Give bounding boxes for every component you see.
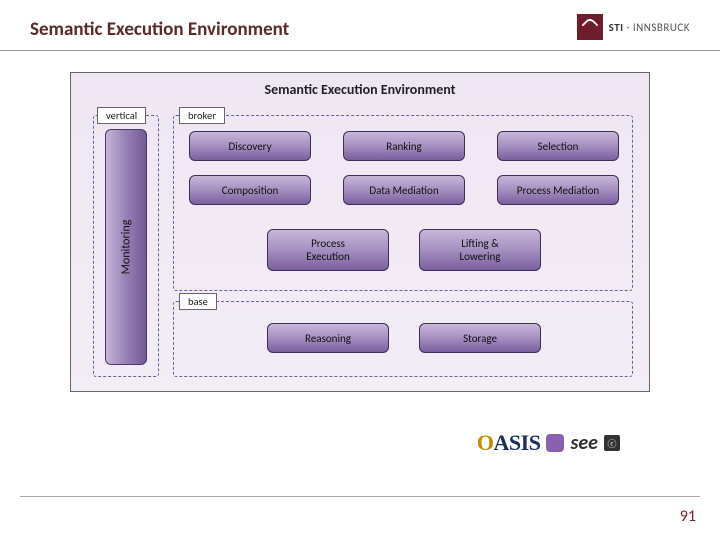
slide-title: Semantic Execution Environment bbox=[30, 18, 289, 41]
see-logo-text: see bbox=[570, 431, 598, 455]
divider-bottom bbox=[20, 496, 700, 497]
node-selection: Selection bbox=[497, 131, 619, 161]
node-reasoning: Reasoning bbox=[267, 323, 389, 353]
group-base-label: base bbox=[179, 293, 217, 310]
group-broker-label: broker bbox=[179, 107, 225, 124]
page-number: 91 bbox=[680, 507, 696, 526]
brand-logo-icon bbox=[577, 14, 603, 40]
node-ranking: Ranking bbox=[343, 131, 465, 161]
oasis-logo: OASIS bbox=[477, 430, 541, 456]
node-discovery: Discovery bbox=[189, 131, 311, 161]
footer-logos: OASIS see bbox=[477, 430, 620, 456]
diagram-title: Semantic Execution Environment bbox=[71, 81, 649, 98]
group-base bbox=[173, 301, 633, 377]
node-data-mediation: Data Mediation bbox=[343, 175, 465, 205]
node-monitoring: Monitoring bbox=[105, 129, 147, 365]
node-monitoring-label: Monitoring bbox=[119, 220, 133, 275]
node-lifting-lowering: Lifting & Lowering bbox=[419, 229, 541, 271]
divider-top bbox=[0, 50, 720, 51]
brand-logo: STI · INNSBRUCK bbox=[577, 14, 690, 40]
node-composition: Composition bbox=[189, 175, 311, 205]
node-process-execution: Process Execution bbox=[267, 229, 389, 271]
see-logo-icon bbox=[546, 434, 564, 452]
brand-logo-text: STI · INNSBRUCK bbox=[609, 21, 690, 34]
see-badge-icon bbox=[604, 435, 620, 451]
node-storage: Storage bbox=[419, 323, 541, 353]
node-process-mediation: Process Mediation bbox=[497, 175, 619, 205]
diagram-frame: Semantic Execution Environment vertical … bbox=[70, 72, 650, 392]
group-vertical-label: vertical bbox=[97, 107, 146, 124]
